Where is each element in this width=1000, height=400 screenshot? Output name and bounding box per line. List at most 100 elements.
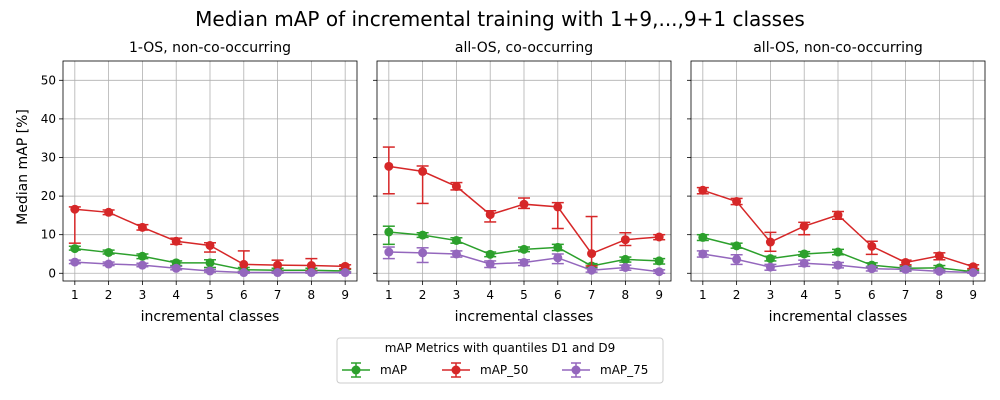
data-point — [273, 260, 283, 270]
series-mAP_50 — [68, 204, 352, 273]
data-point — [765, 254, 775, 264]
y-axis-label: Median mAP [%] — [15, 109, 31, 225]
series-mAP — [382, 225, 666, 271]
legend-entry-mAP: mAP — [342, 362, 407, 378]
series-mAP_50 — [696, 185, 980, 272]
x-tick-label: 6 — [868, 288, 876, 302]
data-point — [934, 266, 944, 276]
data-point — [654, 267, 664, 277]
x-tick-label: 6 — [240, 288, 248, 302]
legend-label: mAP_75 — [600, 363, 648, 377]
data-point — [519, 244, 529, 254]
data-point — [654, 232, 664, 242]
x-tick-label: 9 — [655, 288, 663, 302]
data-point — [698, 185, 708, 195]
data-point — [137, 260, 147, 270]
data-point — [451, 249, 461, 259]
series-mAP_75 — [68, 257, 352, 278]
x-axis-label: incremental classes — [769, 309, 908, 325]
axes-frame — [376, 60, 672, 282]
figure-title: Median mAP of incremental training with … — [195, 7, 805, 31]
legend-entry-mAP_75: mAP_75 — [562, 362, 648, 378]
data-point — [306, 268, 316, 278]
x-tick-label: 2 — [105, 288, 113, 302]
x-axis-label: incremental classes — [141, 309, 280, 325]
x-tick-label: 1 — [385, 288, 393, 302]
x-tick-label: 3 — [139, 288, 147, 302]
data-point — [867, 241, 877, 251]
legend-marker — [351, 365, 361, 375]
data-point — [70, 204, 80, 214]
x-tick-label: 2 — [419, 288, 427, 302]
data-point — [137, 222, 147, 232]
y-tick-label: 50 — [41, 73, 56, 87]
data-point — [418, 248, 428, 258]
x-tick-label: 1 — [699, 288, 707, 302]
x-tick-label: 5 — [834, 288, 842, 302]
x-tick-label: 7 — [274, 288, 282, 302]
x-tick-label: 4 — [172, 288, 180, 302]
data-point — [901, 257, 911, 267]
x-tick-label: 9 — [969, 288, 977, 302]
y-tick-label: 20 — [41, 189, 56, 203]
y-tick-label: 40 — [41, 112, 56, 126]
x-tick-label: 5 — [206, 288, 214, 302]
x-tick-label: 9 — [341, 288, 349, 302]
data-point — [340, 261, 350, 271]
data-point — [620, 262, 630, 272]
panel-3: 1 2 3 4 5 6 7 8 9 all-OS, non-co-occurring increme… — [687, 40, 986, 325]
data-point — [553, 242, 563, 252]
chart-panels: 1 2 3 4 5 6 7 8 9 0 10 20 30 40 50 1-OS, non-co-occurri… — [41, 40, 986, 325]
axes-frame — [62, 60, 358, 282]
series-mAP_50 — [382, 146, 666, 267]
data-point — [587, 249, 597, 259]
legend-frame — [336, 337, 664, 384]
y-tick-label: 30 — [41, 150, 56, 164]
legend-label: mAP — [380, 363, 407, 377]
subplot-title: 1-OS, non-co-occurring — [129, 40, 291, 56]
x-tick-label: 7 — [588, 288, 596, 302]
data-point — [867, 264, 877, 274]
data-point — [137, 251, 147, 261]
data-point — [833, 260, 843, 270]
data-point — [732, 241, 742, 251]
x-tick-label: 7 — [902, 288, 910, 302]
data-point — [765, 262, 775, 272]
legend-entry-mAP_50: mAP_50 — [442, 362, 528, 378]
data-point — [171, 236, 181, 246]
data-point — [519, 257, 529, 267]
data-point — [968, 268, 978, 278]
data-point — [70, 244, 80, 254]
data-point — [239, 268, 249, 278]
data-point — [205, 266, 215, 276]
x-tick-label: 2 — [733, 288, 741, 302]
data-point — [799, 249, 809, 259]
data-point — [620, 254, 630, 264]
data-point — [732, 196, 742, 206]
data-point — [799, 258, 809, 268]
data-point — [732, 254, 742, 264]
data-point — [901, 264, 911, 274]
data-point — [273, 268, 283, 278]
data-point — [587, 265, 597, 275]
x-tick-label: 1 — [71, 288, 79, 302]
x-axis-label: incremental classes — [455, 309, 594, 325]
data-point — [418, 230, 428, 240]
series-mAP_75 — [696, 249, 980, 278]
data-point — [485, 249, 495, 259]
x-tick-label: 4 — [486, 288, 494, 302]
data-point — [171, 263, 181, 273]
data-point — [833, 210, 843, 220]
legend-title: mAP Metrics with quantiles D1 and D9 — [385, 341, 616, 355]
data-point — [418, 166, 428, 176]
legend-entries: mAP mAP_50 mAP_75 — [342, 362, 648, 378]
panel-2: 1 2 3 4 5 6 7 8 9 all-OS, co-occurring incremental… — [373, 40, 672, 325]
data-point — [934, 251, 944, 261]
legend-marker — [571, 365, 581, 375]
legend-marker — [451, 365, 461, 375]
data-point — [104, 207, 114, 217]
y-tick-label: 10 — [41, 228, 56, 242]
x-tick-label: 4 — [800, 288, 808, 302]
data-point — [451, 235, 461, 245]
